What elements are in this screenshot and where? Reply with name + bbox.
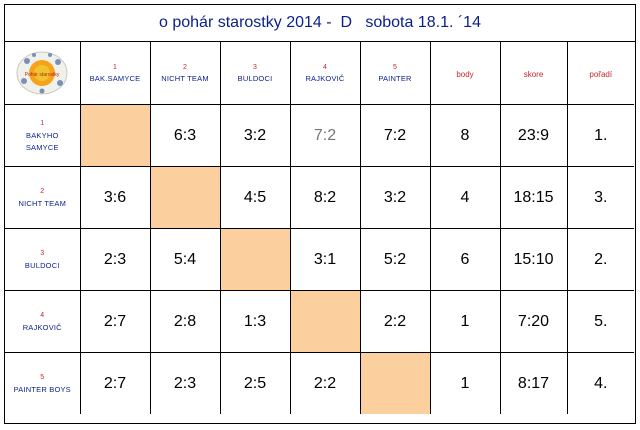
logo-cell: Pohár starostky — [5, 42, 81, 105]
column-team-name: NICHT TEAM — [161, 74, 209, 83]
result-cell: 2:8 — [149, 290, 221, 353]
row-team-name: PAINTER BOYS — [13, 384, 71, 394]
result-cell: 1:3 — [219, 290, 291, 353]
row-team: 4 RAJKOVIČ — [5, 290, 81, 353]
self-match-cell — [219, 228, 291, 291]
score-cell: 8:17 — [499, 352, 568, 414]
column-team-name: RAJKOVIČ — [305, 74, 345, 83]
page-title: o pohár starostky 2014 - D sobota 18.1. … — [5, 5, 635, 42]
rank-cell: 4. — [566, 352, 634, 414]
result-cell: 4:5 — [219, 166, 291, 229]
column-header-3: 3 BULDOCI — [219, 42, 291, 105]
rank-cell: 1. — [566, 104, 634, 167]
result-cell: 3:1 — [289, 228, 361, 291]
rank-label: pořadí — [589, 70, 613, 79]
results-sheet: o pohár starostky 2014 - D sobota 18.1. … — [4, 4, 636, 424]
result-cell: 2:3 — [149, 352, 221, 414]
row-number: 2 — [40, 187, 45, 195]
score-cell: 7:20 — [499, 290, 568, 353]
points-cell: 1 — [429, 290, 501, 353]
row-number: 5 — [40, 373, 45, 381]
row-team: 1 BAKYHO SAMYCE — [5, 104, 81, 167]
table-row: 5 PAINTER BOYS 2:7 2:3 2:5 2:2 1 8:17 4. — [5, 352, 634, 414]
column-header-5: 5 PAINTER — [359, 42, 431, 105]
row-team: 2 NICHT TEAM — [5, 166, 81, 229]
column-header-2: 2 NICHT TEAM — [149, 42, 221, 105]
result-cell: 2:3 — [79, 228, 151, 291]
self-match-cell — [289, 290, 361, 353]
result-cell: 5:4 — [149, 228, 221, 291]
self-match-cell — [79, 104, 151, 167]
result-cell: 8:2 — [289, 166, 361, 229]
table-row: 2 NICHT TEAM 3:6 4:5 8:2 3:2 4 18:15 3. — [5, 166, 634, 229]
logo-text: Pohár starostky — [25, 72, 60, 78]
result-cell: 7:2 — [359, 104, 431, 167]
results-table: Pohár starostky 1 BAK.SAMYCE 2 NICHT TEA… — [5, 42, 634, 414]
result-cell: 2:5 — [219, 352, 291, 414]
result-cell: 2:7 — [79, 290, 151, 353]
row-team-name: NICHT TEAM — [18, 198, 67, 208]
row-team-name: RAJKOVIČ — [22, 322, 62, 332]
points-cell: 4 — [429, 166, 501, 229]
result-cell: 3:2 — [219, 104, 291, 167]
points-cell: 8 — [429, 104, 501, 167]
result-cell: 2:2 — [359, 290, 431, 353]
row-team-name: BAKYHO — [26, 130, 59, 140]
row-team: 5 PAINTER BOYS — [5, 352, 81, 414]
header-score: skore — [499, 42, 568, 105]
score-cell: 23:9 — [499, 104, 568, 167]
column-number: 3 — [253, 64, 257, 71]
row-team-name: BULDOCI — [24, 260, 60, 270]
column-number: 1 — [113, 64, 117, 71]
column-number: 4 — [323, 64, 327, 71]
points-label: body — [456, 70, 474, 79]
row-team-name: SAMYCE — [25, 142, 59, 152]
points-cell: 6 — [429, 228, 501, 291]
column-header-4: 4 RAJKOVIČ — [289, 42, 361, 105]
rank-cell: 3. — [566, 166, 634, 229]
result-cell: 3:6 — [79, 166, 151, 229]
row-team: 3 BULDOCI — [5, 228, 81, 291]
table-row: 3 BULDOCI 2:3 5:4 3:1 5:2 6 15:10 2. — [5, 228, 634, 291]
header-row: Pohár starostky 1 BAK.SAMYCE 2 NICHT TEA… — [5, 42, 634, 105]
rank-cell: 2. — [566, 228, 634, 291]
result-cell: 7:2 — [289, 104, 361, 167]
row-number: 3 — [40, 249, 45, 257]
score-cell: 15:10 — [499, 228, 568, 291]
result-cell: 6:3 — [149, 104, 221, 167]
row-number: 4 — [40, 311, 45, 319]
row-number: 1 — [40, 119, 45, 127]
result-cell: 2:2 — [289, 352, 361, 414]
column-team-name: BAK.SAMYCE — [89, 74, 141, 83]
header-rank: pořadí — [566, 42, 634, 105]
score-label: skore — [523, 70, 544, 79]
result-cell: 5:2 — [359, 228, 431, 291]
column-number: 5 — [393, 64, 397, 71]
points-cell: 1 — [429, 352, 501, 414]
score-cell: 18:15 — [499, 166, 568, 229]
table-row: 4 RAJKOVIČ 2:7 2:8 1:3 2:2 1 7:20 5. — [5, 290, 634, 353]
column-header-1: 1 BAK.SAMYCE — [79, 42, 151, 105]
self-match-cell — [149, 166, 221, 229]
result-cell: 3:2 — [359, 166, 431, 229]
column-number: 2 — [183, 64, 187, 71]
header-points: body — [429, 42, 501, 105]
rank-cell: 5. — [566, 290, 634, 353]
table-row: 1 BAKYHO SAMYCE 6:3 3:2 7:2 7:2 8 23:9 1… — [5, 104, 634, 167]
column-team-name: PAINTER — [378, 74, 412, 83]
self-match-cell — [359, 352, 431, 414]
result-cell: 2:7 — [79, 352, 151, 414]
column-team-name: BULDOCI — [237, 74, 273, 83]
club-emblem-icon: Pohár starostky — [16, 51, 68, 95]
